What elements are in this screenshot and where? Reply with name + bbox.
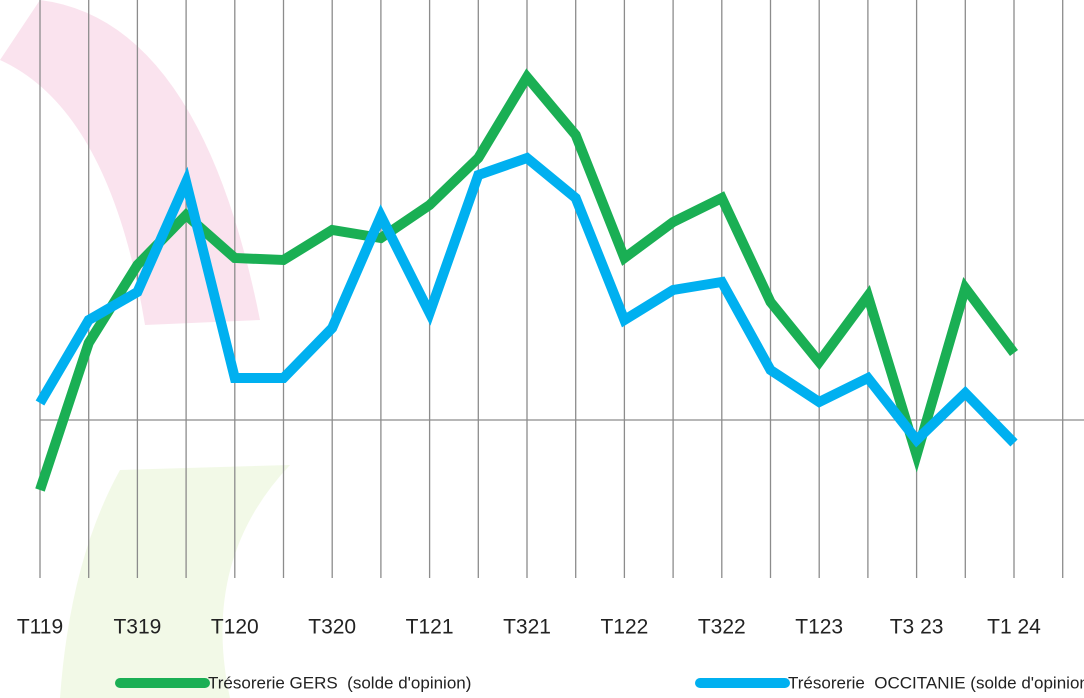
x-tick-label: T121 (406, 616, 454, 639)
x-tick-label: T320 (308, 616, 356, 639)
x-tick-label: T120 (211, 616, 259, 639)
x-tick-label: T322 (698, 616, 746, 639)
x-tick-label: T123 (795, 616, 843, 639)
legend-label: Trésorerie GERS (solde d'opinion) (208, 673, 471, 692)
x-tick-label: T3 23 (890, 616, 944, 639)
x-tick-label: T319 (113, 616, 161, 639)
chart: T119 T319 T120 T320 T121 T321 T122 T322 T123 T3 2… (0, 0, 1084, 698)
legend-label: Trésorerie OCCITANIE (solde d'opinion) (788, 673, 1084, 692)
x-tick-label: T1 24 (987, 616, 1041, 639)
background-shape (60, 465, 290, 698)
legend: Trésorerie GERS (solde d'opinion) Trésore… (120, 673, 1084, 692)
x-tick-label: T321 (503, 616, 551, 639)
x-tick-label: T122 (600, 616, 648, 639)
x-tick-label: T119 (17, 616, 63, 639)
